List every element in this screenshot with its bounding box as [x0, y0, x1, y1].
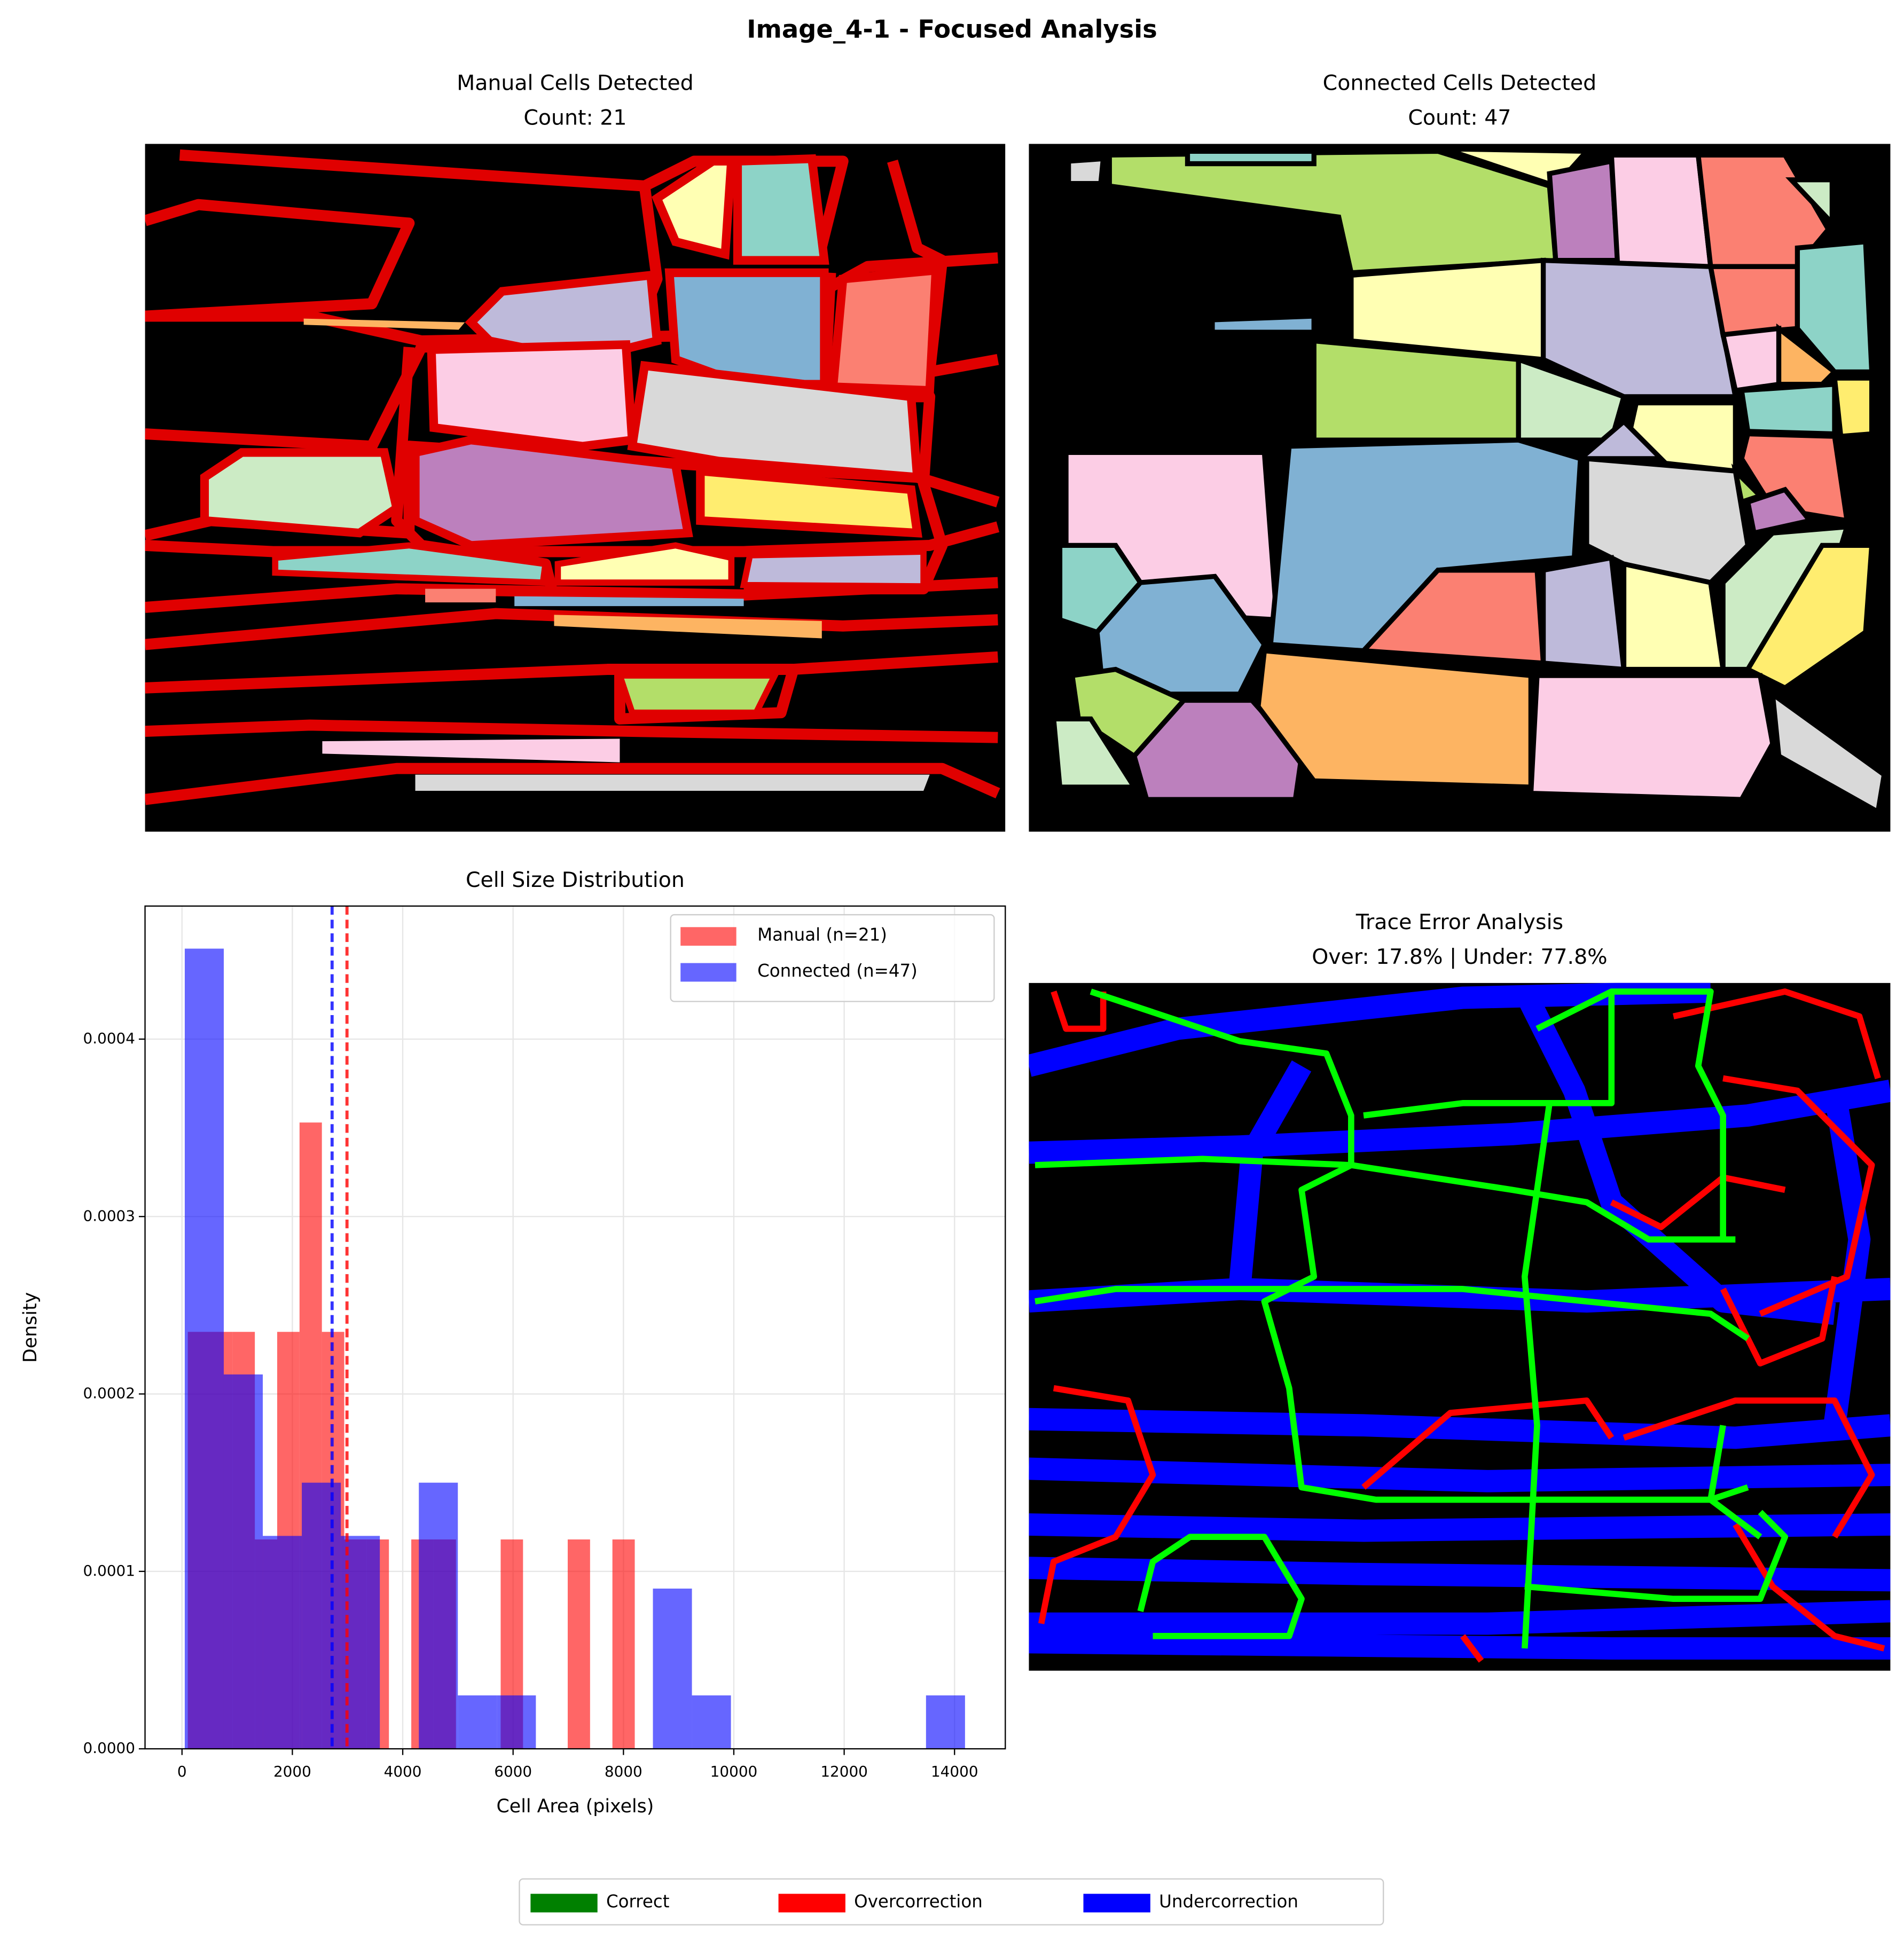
legend-swatch [680, 927, 736, 946]
x-tick-label: 8000 [605, 1763, 642, 1780]
y-tick-label: 0.0003 [83, 1207, 135, 1224]
panel-subtitle: Over: 17.8% | Under: 77.8% [1312, 945, 1607, 969]
panel-title: Cell Size Distribution [466, 868, 685, 892]
legend-swatch [1083, 1893, 1150, 1913]
legend-label: Connected (n=47) [757, 961, 918, 981]
legend-label: Correct [606, 1891, 670, 1912]
trace-error-image [1029, 983, 1891, 1671]
legend-label: Overcorrection [854, 1891, 983, 1912]
legend-swatch [778, 1893, 845, 1913]
x-tick-label: 4000 [384, 1763, 422, 1780]
panel-title: Manual Cells Detected [457, 71, 693, 96]
histogram-bar [419, 1482, 458, 1749]
x-tick-label: 2000 [273, 1763, 311, 1780]
histogram-bar [497, 1695, 536, 1749]
panel-subtitle: Count: 21 [523, 105, 626, 130]
figure-title: Image_4-1 - Focused Analysis [747, 15, 1157, 44]
x-tick-label: 12000 [820, 1763, 868, 1780]
manual-cells-image [145, 144, 1006, 832]
x-tick-label: 0 [177, 1763, 187, 1780]
y-tick-label: 0.0000 [83, 1739, 135, 1757]
axes-frame [144, 905, 1006, 1750]
histogram-bar [263, 1536, 302, 1749]
legend-box [519, 1878, 1384, 1926]
histogram-bar [692, 1695, 731, 1749]
histogram-bar [653, 1589, 692, 1749]
histogram-bar [567, 1539, 590, 1749]
x-axis-label: Cell Area (pixels) [496, 1796, 654, 1817]
legend-label: Manual (n=21) [757, 925, 887, 945]
x-tick-label: 6000 [494, 1763, 532, 1780]
panel-subtitle: Count: 47 [1408, 105, 1511, 130]
panel-title: Connected Cells Detected [1323, 71, 1597, 96]
connected-cells-image [1029, 144, 1891, 832]
legend-swatch [680, 963, 736, 982]
histogram-bar [458, 1695, 497, 1749]
panel-title: Trace Error Analysis [1355, 910, 1563, 934]
y-tick-label: 0.0002 [83, 1385, 135, 1402]
y-tick-label: 0.0001 [83, 1562, 135, 1579]
y-axis-label: Density [20, 1292, 41, 1363]
x-tick-label: 10000 [710, 1763, 758, 1780]
x-tick-label: 14000 [931, 1763, 978, 1780]
y-tick-label: 0.0004 [83, 1030, 135, 1047]
legend-label: Undercorrection [1159, 1891, 1298, 1912]
histogram-bar [612, 1539, 635, 1749]
histogram-bar [302, 1482, 341, 1749]
histogram-bar [184, 948, 224, 1749]
legend-swatch [530, 1893, 598, 1913]
legend-box [670, 914, 995, 1002]
histogram-bar [926, 1695, 965, 1749]
histogram-bar [223, 1374, 263, 1749]
